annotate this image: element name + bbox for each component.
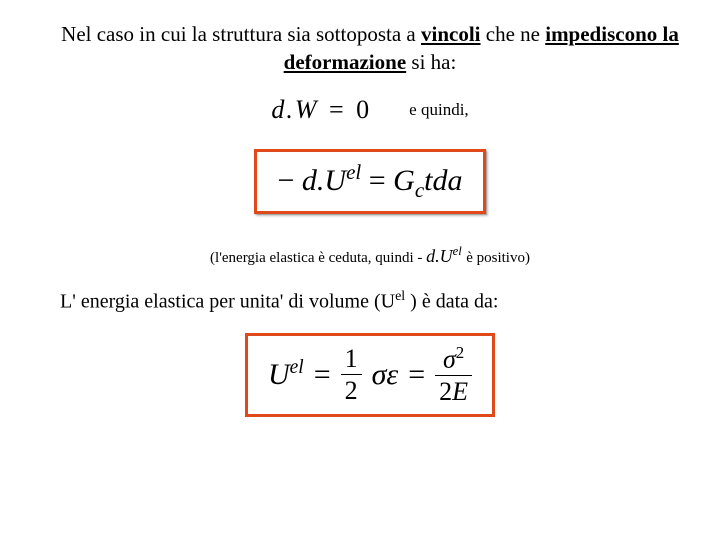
- intro-paragraph: Nel caso in cui la struttura sia sottopo…: [60, 20, 680, 77]
- body-post: ) è data da:: [405, 290, 498, 312]
- eq3-frac-sigma2: σ2 2E: [435, 344, 472, 405]
- body-line: L' energia elastica per unita' di volume…: [60, 289, 680, 314]
- eq2-sup-el: el: [346, 160, 361, 184]
- body-pre: L' energia elastica per unita' di volume…: [60, 290, 395, 312]
- eq3-frac-half: 1 2: [341, 345, 362, 405]
- eq2-t: t: [424, 164, 432, 197]
- eq3-sigma: σ: [372, 358, 387, 391]
- equation-uel-box: Uel = 1 2 σε = σ2 2E: [245, 333, 495, 416]
- paren-post: è positivo): [466, 250, 530, 266]
- intro-text-2: che ne: [481, 22, 546, 46]
- eq2-sub-c: c: [415, 178, 424, 202]
- equation-main-box: − d.Uel = Gctda: [254, 149, 485, 214]
- equation-uel: Uel = 1 2 σε = σ2 2E: [268, 344, 472, 405]
- eq2-d: d: [302, 164, 317, 197]
- equation-dw0-row: d.W = 0 e quindi,: [60, 95, 680, 125]
- eq2-U: U: [324, 164, 346, 197]
- eq2-G: G: [393, 164, 415, 197]
- intro-text-3: si ha:: [406, 50, 456, 74]
- eq1-zero: 0: [356, 95, 369, 124]
- eq1-trailer: e quindi,: [409, 100, 469, 120]
- equation-main: − d.Uel = Gctda: [277, 164, 462, 197]
- eq3-eq2: =: [408, 358, 425, 392]
- eq3-U: U: [268, 358, 290, 391]
- eq1-d: d: [271, 95, 284, 124]
- eq3-Usup: el: [290, 357, 304, 378]
- equation-dw0: d.W = 0: [271, 95, 369, 125]
- intro-bold-1: vincoli: [421, 22, 481, 46]
- eq1-equals: =: [329, 95, 344, 124]
- parenthetical-note: (l'energia elastica è ceduta, quindi - d…: [60, 244, 680, 267]
- eq1-W: W: [295, 95, 317, 124]
- eq3-eps: ε: [386, 358, 398, 391]
- body-sup: el: [395, 289, 405, 304]
- eq2-equals: =: [369, 164, 386, 197]
- eq1-dot: .: [286, 95, 293, 125]
- intro-text-1: Nel caso in cui la struttura sia sottopo…: [61, 22, 421, 46]
- eq2-minus: −: [277, 164, 294, 197]
- eq2-da: da: [433, 164, 463, 197]
- eq3-eq1: =: [314, 358, 331, 392]
- paren-pre: (l'energia elastica è ceduta, quindi -: [210, 250, 426, 266]
- paren-inline-eq: d.Uel: [426, 246, 466, 266]
